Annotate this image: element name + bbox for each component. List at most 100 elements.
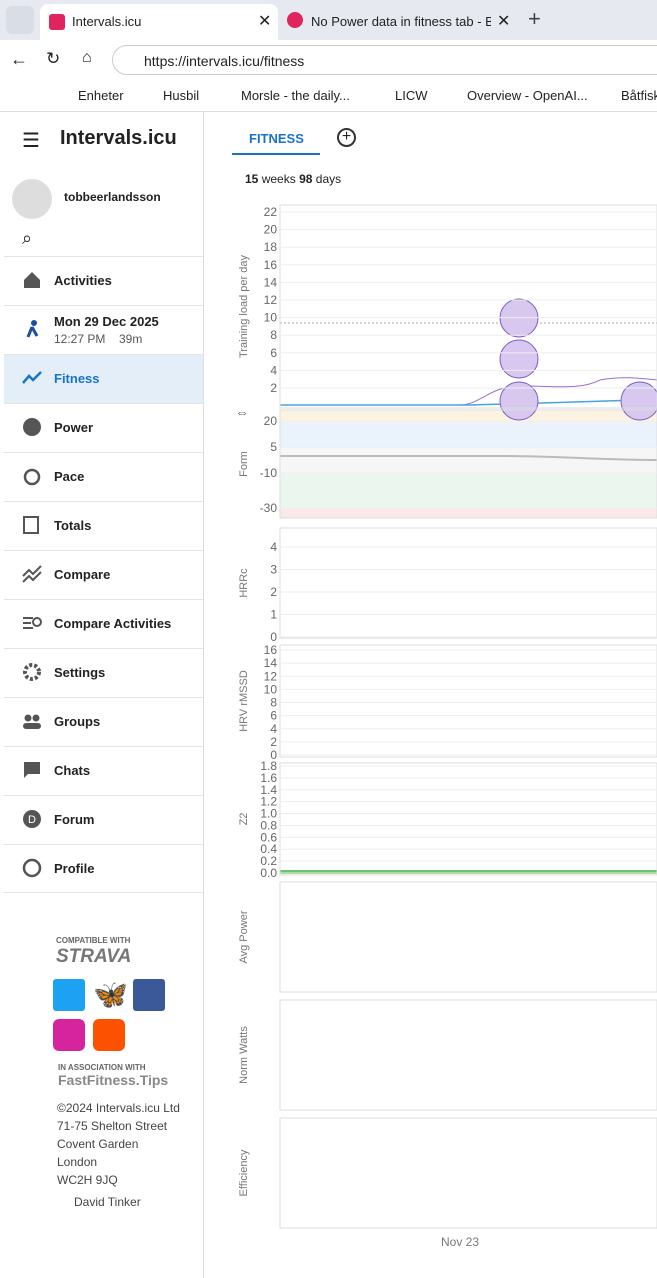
y-tick-label: 18	[264, 240, 278, 254]
band	[280, 448, 657, 474]
tab-title[interactable]: No Power data in fitness tab - Bug	[311, 14, 491, 29]
home[interactable]: ⌂	[82, 49, 92, 66]
nav-label: Groups	[54, 714, 101, 729]
facebook[interactable]	[133, 979, 165, 1011]
y-tick-label: 0.4	[260, 842, 277, 856]
x-tick-label: Nov 23	[441, 1235, 479, 1249]
nav-label: Forum	[54, 812, 95, 827]
y-tick-label: 14	[264, 656, 278, 670]
y-tick-label: 3	[270, 563, 277, 577]
tab-list-button[interactable]	[6, 6, 34, 34]
panel-label: Avg Power	[238, 910, 250, 963]
url-field[interactable]: https://intervals.icu/fitness	[112, 45, 657, 75]
panel-label: Training load per day	[238, 255, 250, 358]
strava-logo[interactable]: STRAVA	[56, 946, 132, 967]
address-line: Covent Garden	[57, 1137, 139, 1151]
nav-item[interactable]: Chats	[4, 746, 203, 795]
panel-label: Efficiency	[238, 1149, 250, 1196]
panel	[279, 527, 657, 639]
y-tick-label: -10	[260, 466, 278, 480]
panel-label: Form	[238, 451, 250, 477]
panel-label: HRRc	[238, 568, 250, 598]
load-bubble	[499, 381, 539, 421]
panel	[279, 999, 657, 1111]
nav-label: Profile	[54, 861, 95, 876]
nav-activity[interactable]: Mon 29 Dec 2025 12:27 PM 39m	[4, 305, 203, 354]
weeks-label: weeks	[261, 172, 296, 186]
nav-label: Fitness	[54, 371, 100, 386]
nav-item[interactable]: Totals	[4, 501, 203, 550]
new-tab[interactable]: +	[528, 6, 541, 31]
icon	[23, 714, 41, 729]
nav-label: Activities	[54, 273, 112, 288]
tab-close[interactable]: ✕	[497, 13, 511, 30]
nav-item[interactable]: Compare Activities	[4, 599, 203, 648]
y-tick-label: 1.6	[260, 771, 277, 785]
nav-label: Chats	[54, 763, 91, 778]
y-tick-label: 0	[270, 748, 277, 762]
bookmark[interactable]: Overview - OpenAI...	[467, 88, 588, 103]
bookmark[interactable]: Båtfisk	[621, 88, 657, 103]
y-tick-label: 4	[270, 722, 277, 736]
nav-item[interactable]: Fitness	[4, 354, 203, 403]
twitter[interactable]	[53, 979, 85, 1011]
days-label: days	[315, 172, 342, 186]
reload[interactable]: ↻	[46, 49, 61, 68]
tab-close[interactable]: ✕	[258, 13, 272, 30]
y-tick-label: 0.6	[260, 830, 277, 844]
assoc-label: IN ASSOCIATION WITH	[58, 1063, 146, 1072]
y-tick-label: 1.8	[260, 759, 277, 773]
nav-item[interactable]: Profile	[4, 844, 203, 893]
y-tick-label: 0.2	[260, 854, 277, 868]
y-tick-label: 14	[264, 275, 278, 289]
band	[280, 508, 657, 518]
icon	[22, 858, 42, 878]
favicon	[49, 14, 65, 30]
nav-item[interactable]: Compare	[4, 550, 203, 599]
nav-item[interactable]: D Forum	[4, 795, 203, 844]
y-tick-label: 8	[270, 328, 277, 342]
partner[interactable]: FastFitness.Tips	[58, 1072, 169, 1088]
y-tick-label: -30	[260, 501, 278, 515]
icon	[23, 663, 41, 681]
y-tick-label: 2	[270, 735, 277, 749]
nav-item[interactable]: Activities	[4, 256, 203, 305]
bookmark[interactable]: Morsle - the daily...	[241, 88, 350, 103]
y-tick-label: 12	[264, 293, 278, 307]
nav-item[interactable]: Groups	[4, 697, 203, 746]
instagram[interactable]	[53, 1019, 85, 1051]
bookmark[interactable]: Enheter	[78, 88, 124, 103]
load-bubble	[499, 298, 539, 338]
bluesky[interactable]: 🦋	[93, 979, 128, 1011]
y-tick-label: 20	[264, 223, 278, 237]
url: https://intervals.icu/fitness	[144, 53, 305, 69]
y-tick-label: 1.2	[260, 795, 277, 809]
search[interactable]: ⌕	[22, 228, 33, 248]
strava[interactable]	[93, 1019, 125, 1051]
nav-item[interactable]: Pace	[4, 452, 203, 501]
y-tick-label: 16	[264, 258, 278, 272]
contact[interactable]: David Tinker	[74, 1195, 141, 1209]
brand[interactable]: Intervals.icu	[60, 127, 177, 149]
icon	[23, 468, 41, 486]
add-tab[interactable]: +	[337, 128, 356, 147]
y-tick-label: 4	[270, 363, 277, 377]
bookmark[interactable]: LICW	[395, 88, 428, 103]
icon	[22, 371, 42, 384]
back[interactable]: ←	[10, 49, 28, 69]
svg-text:D: D	[28, 814, 36, 826]
bookmark[interactable]: Husbil	[163, 88, 200, 103]
icon: D	[23, 810, 41, 828]
y-tick-label: 5	[270, 440, 277, 454]
page-tab[interactable]: FITNESS	[249, 131, 304, 146]
tab-active[interactable]: Intervals.icu ✕	[40, 4, 278, 40]
nav-item[interactable]: Power	[4, 403, 203, 452]
avatar[interactable]	[12, 179, 52, 219]
tab-title: Intervals.icu	[72, 14, 142, 29]
icon	[23, 516, 39, 534]
nav-item[interactable]: Settings	[4, 648, 203, 697]
username[interactable]: tobbeerlandsson	[64, 190, 161, 204]
menu-button[interactable]: ☰	[22, 130, 40, 152]
form-line	[280, 455, 657, 461]
panel-label: Z2	[238, 813, 250, 826]
